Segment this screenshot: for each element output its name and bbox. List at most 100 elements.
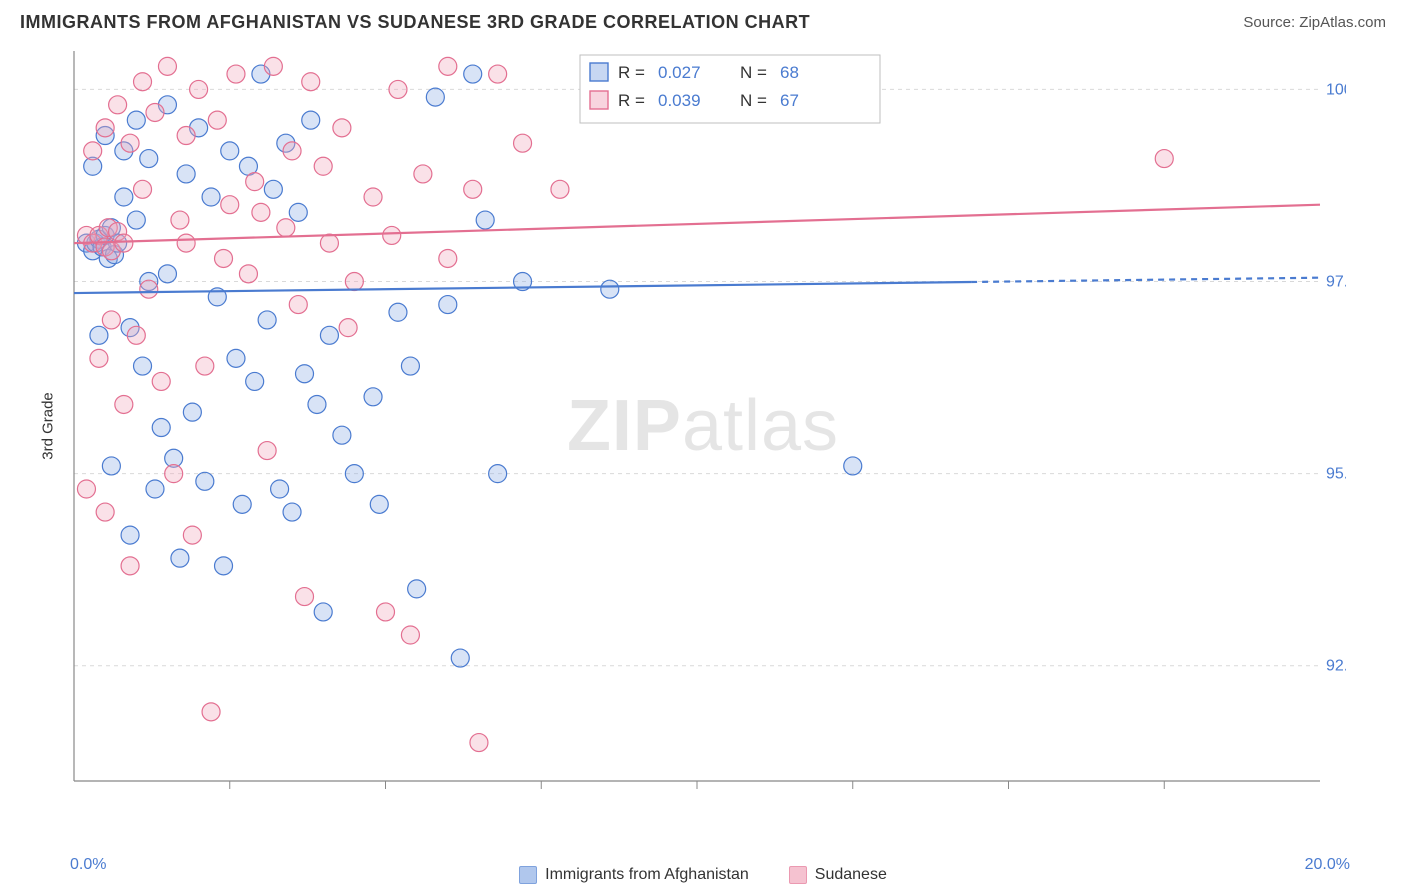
data-point — [227, 65, 245, 83]
data-point — [296, 588, 314, 606]
data-point — [90, 326, 108, 344]
data-point — [383, 226, 401, 244]
legend-text: 0.027 — [658, 63, 701, 82]
data-point — [227, 349, 245, 367]
data-point — [121, 557, 139, 575]
legend-text: R = — [618, 91, 645, 110]
data-point — [408, 580, 426, 598]
top-legend: R =0.027N =68R =0.039N =67 — [580, 55, 880, 123]
data-point — [115, 395, 133, 413]
data-point — [190, 80, 208, 98]
data-point — [177, 165, 195, 183]
chart-title: IMMIGRANTS FROM AFGHANISTAN VS SUDANESE … — [20, 12, 810, 33]
y-tick-label: 97.5% — [1326, 274, 1346, 291]
data-point — [183, 526, 201, 544]
data-point — [401, 626, 419, 644]
data-point — [489, 465, 507, 483]
legend-text: 67 — [780, 91, 799, 110]
data-point — [171, 549, 189, 567]
legend-text: 68 — [780, 63, 799, 82]
data-point — [320, 326, 338, 344]
data-point — [514, 134, 532, 152]
data-point — [470, 734, 488, 752]
data-point — [333, 426, 351, 444]
source-label: Source: ZipAtlas.com — [1243, 14, 1386, 31]
data-point — [127, 326, 145, 344]
data-point — [296, 365, 314, 383]
data-point — [345, 273, 363, 291]
data-point — [171, 211, 189, 229]
data-point — [134, 73, 152, 91]
data-point — [252, 203, 270, 221]
data-point — [283, 142, 301, 160]
data-point — [464, 65, 482, 83]
data-point — [377, 603, 395, 621]
legend-item: Immigrants from Afghanistan — [519, 866, 749, 884]
data-point — [314, 157, 332, 175]
data-point — [177, 127, 195, 145]
data-point — [96, 119, 114, 137]
bottom-legend: 0.0% Immigrants from AfghanistanSudanese… — [0, 866, 1406, 884]
legend-swatch — [590, 63, 608, 81]
data-point — [134, 357, 152, 375]
data-point — [389, 303, 407, 321]
y-tick-label: 95.0% — [1326, 466, 1346, 483]
data-point — [601, 280, 619, 298]
data-point — [364, 188, 382, 206]
scatter-chart: 92.5%95.0%97.5%100.0%R =0.027N =68R =0.0… — [20, 41, 1346, 811]
legend-label: Sudanese — [815, 866, 887, 884]
data-point — [215, 249, 233, 267]
data-point — [339, 319, 357, 337]
data-point — [115, 234, 133, 252]
source-prefix: Source: — [1243, 14, 1299, 31]
data-point — [208, 111, 226, 129]
data-point — [289, 203, 307, 221]
data-point — [140, 150, 158, 168]
data-point — [439, 57, 457, 75]
data-point — [146, 480, 164, 498]
data-point — [233, 495, 251, 513]
data-point — [1155, 150, 1173, 168]
data-point — [246, 372, 264, 390]
data-point — [127, 111, 145, 129]
data-point — [77, 480, 95, 498]
data-point — [183, 403, 201, 421]
legend-text: N = — [740, 63, 767, 82]
data-point — [426, 88, 444, 106]
y-tick-label: 92.5% — [1326, 658, 1346, 675]
data-point — [439, 249, 457, 267]
data-point — [302, 111, 320, 129]
data-point — [551, 180, 569, 198]
data-point — [121, 134, 139, 152]
data-point — [258, 442, 276, 460]
data-point — [271, 480, 289, 498]
data-point — [221, 142, 239, 160]
data-point — [844, 457, 862, 475]
data-point — [152, 419, 170, 437]
source-link[interactable]: ZipAtlas.com — [1299, 14, 1386, 31]
data-point — [102, 457, 120, 475]
data-point — [152, 372, 170, 390]
data-point — [140, 280, 158, 298]
data-point — [414, 165, 432, 183]
x-axis-max-label: 20.0% — [1290, 856, 1350, 874]
data-point — [115, 188, 133, 206]
data-point — [102, 311, 120, 329]
data-point — [202, 703, 220, 721]
data-point — [345, 465, 363, 483]
data-point — [302, 73, 320, 91]
data-point — [215, 557, 233, 575]
x-axis-min-label: 0.0% — [70, 856, 110, 874]
data-point — [196, 472, 214, 490]
data-point — [451, 649, 469, 667]
data-point — [283, 503, 301, 521]
data-point — [239, 265, 257, 283]
data-point — [401, 357, 419, 375]
data-point — [258, 311, 276, 329]
data-point — [370, 495, 388, 513]
data-point — [364, 388, 382, 406]
data-point — [196, 357, 214, 375]
data-point — [320, 234, 338, 252]
data-point — [333, 119, 351, 137]
legend-text: 0.039 — [658, 91, 701, 110]
